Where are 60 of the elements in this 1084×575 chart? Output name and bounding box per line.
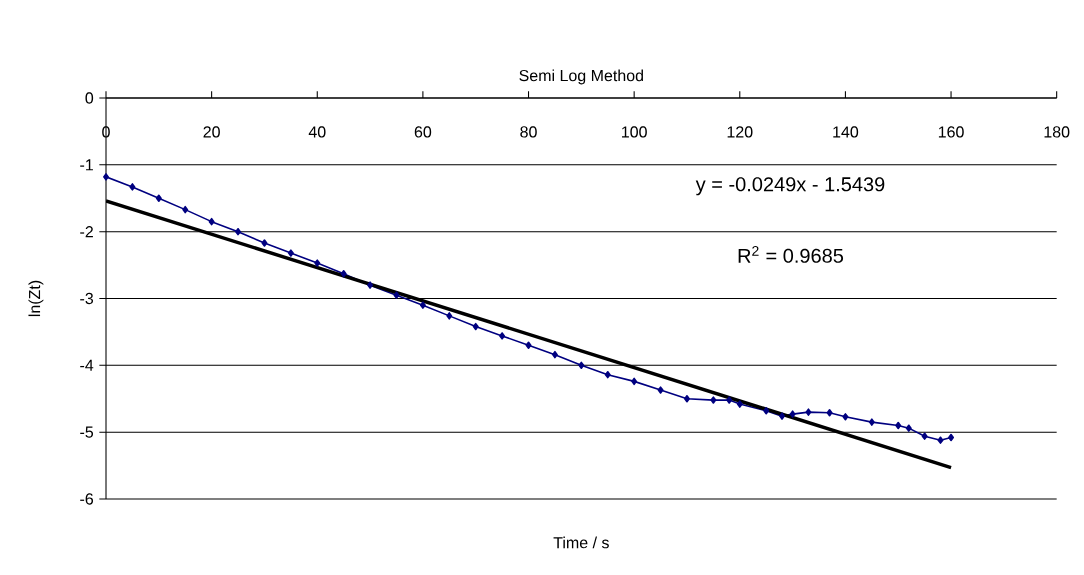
point xyxy=(182,205,189,214)
x-tick-label: 80 xyxy=(520,126,537,138)
x-tick-label: 120 xyxy=(727,126,753,138)
point xyxy=(578,361,585,370)
point xyxy=(525,341,532,350)
point xyxy=(208,217,215,226)
point xyxy=(905,424,912,432)
point xyxy=(826,409,833,417)
x-tick-label: 160 xyxy=(938,126,964,138)
y-tick-label: -3 xyxy=(80,292,94,305)
point xyxy=(736,400,743,408)
point xyxy=(604,370,611,379)
point xyxy=(726,396,733,404)
point xyxy=(683,395,690,403)
x-tick-label: 100 xyxy=(622,126,647,138)
point xyxy=(779,412,786,420)
point xyxy=(419,301,426,309)
point xyxy=(805,408,812,416)
point xyxy=(393,291,400,299)
x-tick-label: 0 xyxy=(102,126,110,138)
point xyxy=(103,173,109,181)
y-tick-label: -5 xyxy=(80,426,94,438)
y-tick-label: -4 xyxy=(80,359,94,371)
point xyxy=(235,227,242,236)
point xyxy=(657,386,664,394)
x-tick-label: 140 xyxy=(833,126,859,138)
point xyxy=(937,436,944,444)
x-tick-label: 20 xyxy=(203,126,220,138)
point xyxy=(948,433,955,442)
point xyxy=(763,407,770,415)
point xyxy=(631,377,638,386)
point xyxy=(340,270,347,278)
point xyxy=(868,418,875,426)
annotation: y = -0.0249x - 1.5439 xyxy=(695,177,885,196)
x-axis-title: Time / s xyxy=(553,536,609,549)
point xyxy=(551,350,558,359)
point xyxy=(287,249,294,257)
y-tick-label: -2 xyxy=(80,226,93,238)
point xyxy=(129,183,136,191)
y-tick-label: 0 xyxy=(85,92,94,104)
annotation: R$^{2}$ = 0.9685 xyxy=(738,245,844,263)
y-axis-title: ln(Zt) xyxy=(28,280,44,317)
point xyxy=(895,421,902,430)
x-tick-label: 60 xyxy=(414,126,432,138)
point xyxy=(367,281,374,289)
point xyxy=(314,259,321,267)
point xyxy=(155,194,162,202)
x-tick-label: 180 xyxy=(1044,126,1070,138)
point xyxy=(446,312,453,320)
y-tick-label: -1 xyxy=(80,159,93,171)
point xyxy=(472,322,479,331)
point xyxy=(842,413,849,421)
point xyxy=(921,432,928,440)
x-tick-label: 40 xyxy=(308,126,326,138)
point xyxy=(261,239,268,247)
chart-title: Semi Log Method xyxy=(519,69,643,85)
point xyxy=(710,396,717,404)
point xyxy=(499,332,506,340)
y-tick-label: -6 xyxy=(80,493,94,505)
point xyxy=(789,410,796,418)
